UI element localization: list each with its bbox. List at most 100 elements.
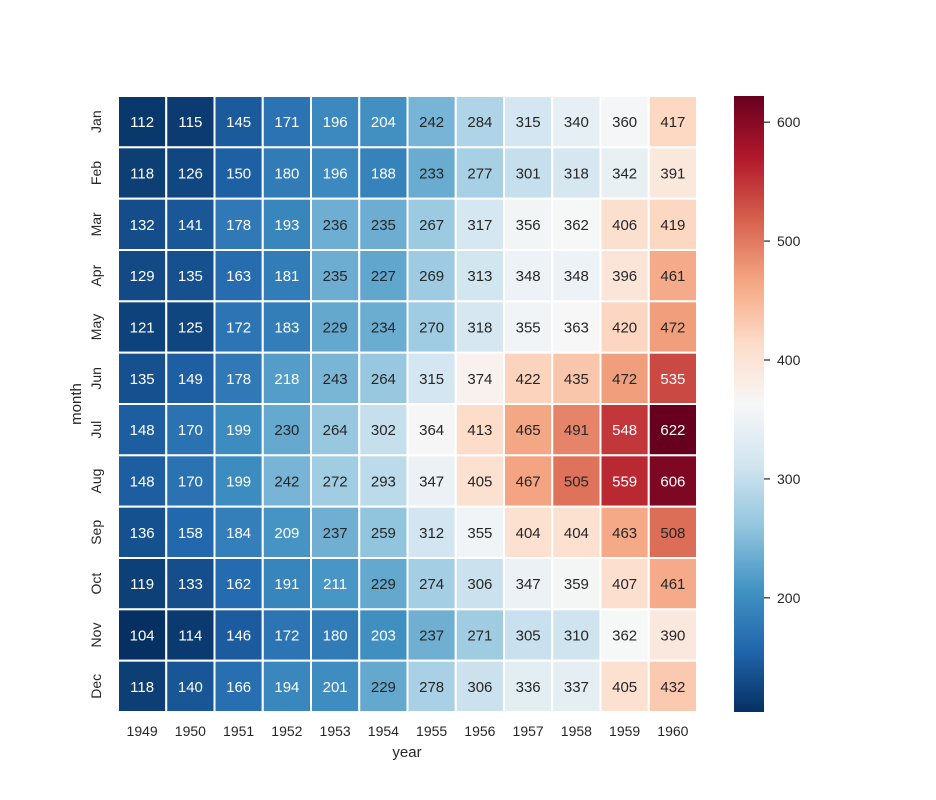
heatmap-cell <box>454 557 505 611</box>
heatmap-cell <box>551 249 602 303</box>
cell-value-label: 419 <box>660 217 685 234</box>
cell-value-label: 417 <box>660 114 685 131</box>
cell-value-label: 315 <box>516 114 541 131</box>
x-axis-label: year <box>392 744 421 761</box>
cell-value-label: 236 <box>323 217 348 234</box>
heatmap-cell <box>503 146 554 200</box>
heatmap-cell <box>213 403 264 457</box>
heatmap-cell <box>406 146 457 200</box>
cell-value-label: 199 <box>226 422 251 439</box>
heatmap-cell <box>647 557 698 611</box>
y-tick-label: Jul <box>88 421 104 439</box>
x-tick-label: 1951 <box>223 723 254 739</box>
cell-value-label: 199 <box>226 474 251 491</box>
cell-value-label: 284 <box>467 114 492 131</box>
cell-value-label: 135 <box>130 371 155 388</box>
cell-value-label: 277 <box>467 166 492 183</box>
heatmap-cell <box>261 351 312 405</box>
cell-value-label: 336 <box>516 679 541 696</box>
cell-value-label: 211 <box>323 576 347 593</box>
heatmap-cell <box>310 659 361 714</box>
cell-value-label: 188 <box>371 166 396 183</box>
heatmap-cell <box>647 146 698 200</box>
cell-value-label: 348 <box>564 268 589 285</box>
x-tick-label: 1949 <box>127 723 158 739</box>
cell-value-label: 535 <box>660 371 685 388</box>
cell-value-label: 178 <box>226 217 251 234</box>
cell-value-label: 148 <box>130 422 155 439</box>
cell-value-label: 141 <box>178 217 203 234</box>
cell-value-label: 267 <box>419 217 444 234</box>
heatmap-cell <box>647 608 698 662</box>
heatmap-cell <box>503 608 554 662</box>
cell-value-label: 233 <box>419 166 444 183</box>
colorbar-tick-label: 300 <box>777 471 801 487</box>
cell-value-label: 180 <box>274 166 299 183</box>
cell-value-label: 148 <box>130 474 155 491</box>
heatmap-cell <box>647 659 698 714</box>
heatmap-cell <box>165 505 216 559</box>
cell-value-label: 340 <box>564 114 589 131</box>
heatmap-cell <box>261 454 312 508</box>
heatmap-cell <box>406 557 457 611</box>
cell-value-label: 348 <box>516 268 541 285</box>
cell-value-label: 172 <box>226 320 251 337</box>
cell-value-label: 505 <box>564 474 589 491</box>
heatmap-cell <box>647 454 698 508</box>
cell-value-label: 166 <box>226 679 251 696</box>
heatmap-cell <box>406 608 457 662</box>
cell-value-label: 114 <box>178 628 202 645</box>
y-tick-label: Aug <box>88 469 104 494</box>
cell-value-label: 407 <box>612 576 637 593</box>
cell-value-label: 235 <box>371 217 396 234</box>
cell-value-label: 112 <box>130 114 154 131</box>
heatmap-cell <box>551 146 602 200</box>
colorbar-tick-label: 200 <box>777 590 801 606</box>
colorbar <box>734 96 764 712</box>
cell-value-label: 315 <box>419 371 444 388</box>
cell-value-label: 242 <box>419 114 444 131</box>
cell-value-label: 237 <box>323 525 348 542</box>
cell-value-label: 178 <box>226 371 251 388</box>
cell-value-label: 606 <box>660 474 685 491</box>
heatmap-cell <box>310 300 361 354</box>
y-tick-label: Feb <box>88 161 104 185</box>
heatmap-cell <box>599 454 650 508</box>
x-tick-label: 1957 <box>513 723 544 739</box>
cell-value-label: 404 <box>516 525 541 542</box>
cell-value-label: 293 <box>371 474 396 491</box>
cell-value-label: 362 <box>612 628 637 645</box>
cell-value-label: 193 <box>274 217 299 234</box>
cell-value-label: 404 <box>564 525 589 542</box>
heatmap-cell <box>358 659 409 714</box>
cell-value-label: 136 <box>130 525 155 542</box>
cell-value-label: 359 <box>564 576 589 593</box>
heatmap-cell <box>454 95 505 149</box>
heatmap-cell <box>406 300 457 354</box>
y-tick-label: Apr <box>88 264 104 286</box>
cell-value-label: 306 <box>467 576 492 593</box>
cell-value-label: 229 <box>371 679 396 696</box>
heatmap-cell <box>406 505 457 559</box>
heatmap-cell <box>358 505 409 559</box>
cell-value-label: 104 <box>130 628 155 645</box>
heatmap-cell <box>551 403 602 457</box>
cell-value-label: 229 <box>323 320 348 337</box>
cell-value-label: 184 <box>226 525 251 542</box>
cell-value-label: 181 <box>274 268 299 285</box>
x-tick-label: 1953 <box>320 723 351 739</box>
cell-value-label: 204 <box>371 114 396 131</box>
cell-value-label: 274 <box>419 576 444 593</box>
heatmap-cell <box>454 351 505 405</box>
cell-value-label: 118 <box>130 166 154 183</box>
cell-value-label: 172 <box>274 628 299 645</box>
cell-value-label: 209 <box>274 525 299 542</box>
cell-value-label: 465 <box>516 422 541 439</box>
cell-value-label: 170 <box>178 422 203 439</box>
cell-value-label: 472 <box>612 371 637 388</box>
cell-value-label: 242 <box>274 474 299 491</box>
heatmap-cell <box>117 608 168 662</box>
cell-value-label: 374 <box>467 371 492 388</box>
heatmap-cell <box>647 505 698 559</box>
heatmap-cell <box>310 403 361 457</box>
